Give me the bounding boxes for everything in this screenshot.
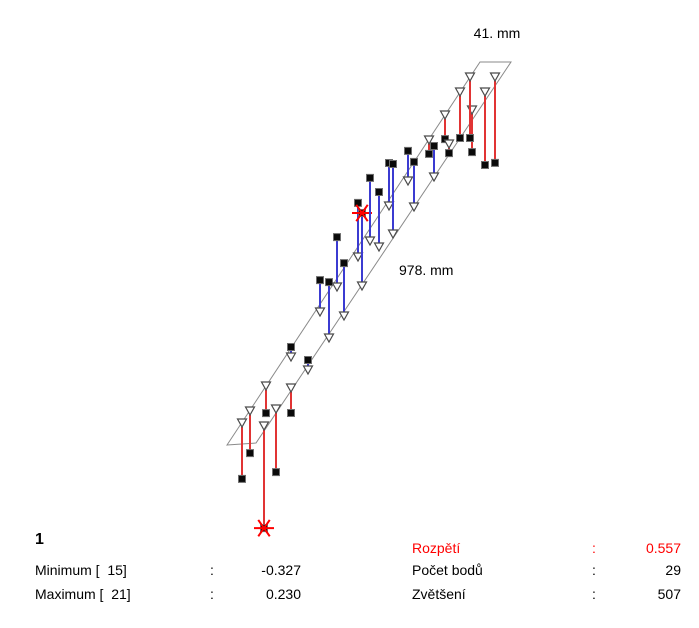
point-square-icon	[430, 142, 438, 150]
foot-triangle-icon	[352, 252, 364, 263]
maximum-value: 0.230	[265, 586, 301, 602]
point-square-icon	[466, 134, 474, 142]
foot-triangle-icon	[285, 383, 297, 394]
foot-triangle-icon	[466, 105, 478, 116]
foot-triangle-icon	[464, 72, 476, 83]
plane-width-label: 41. mm	[474, 25, 521, 41]
point-square-icon	[441, 135, 449, 144]
point-square-icon	[340, 259, 348, 268]
foot-triangle-icon	[302, 365, 314, 376]
foot-triangle-icon	[387, 229, 399, 240]
foot-triangle-icon	[423, 135, 435, 146]
foot-triangle-icon	[443, 139, 455, 150]
point-square-icon	[316, 276, 324, 285]
maximum-label: Maximum [ 21]	[35, 586, 131, 602]
point-square-icon	[287, 409, 295, 417]
point-square-icon	[410, 157, 418, 166]
foot-triangle-icon	[338, 311, 350, 322]
point-square-icon	[389, 160, 397, 168]
foot-triangle-icon	[356, 281, 368, 292]
point-square-icon	[272, 468, 280, 477]
range-value: 0.557	[645, 540, 681, 556]
foot-triangle-icon	[270, 404, 282, 415]
point-count-value: 29	[665, 562, 681, 578]
element-number: 1	[35, 531, 44, 548]
minimum-colon: :	[210, 562, 214, 578]
foot-triangle-icon	[260, 381, 272, 392]
plane-length-label: 978. mm	[399, 262, 453, 278]
magnification-colon: :	[592, 586, 596, 602]
point-count-label: Počet bodů	[412, 562, 483, 578]
point-square-icon	[366, 173, 374, 182]
point-square-icon	[262, 409, 270, 418]
foot-triangle-icon	[454, 87, 466, 98]
foot-triangle-icon	[244, 406, 256, 417]
magnification-label: Zvětšení	[412, 586, 466, 602]
range-label: Rozpětí	[412, 540, 461, 556]
point-square-icon	[456, 134, 464, 142]
point-square-icon	[445, 149, 453, 158]
foot-triangle-icon	[285, 352, 297, 363]
foot-triangle-icon	[408, 202, 420, 213]
foot-triangle-icon	[383, 201, 395, 212]
foot-triangle-icon	[402, 176, 414, 187]
minimum-label: Minimum [ 15]	[35, 562, 127, 578]
magnification-value: 507	[657, 586, 681, 602]
point-square-icon	[425, 149, 433, 158]
point-square-icon	[404, 146, 412, 155]
reference-plane-outline	[226, 61, 512, 446]
foot-triangle-icon	[258, 421, 270, 432]
range-colon: :	[592, 540, 596, 556]
point-square-icon	[304, 356, 312, 364]
point-square-icon	[491, 158, 499, 167]
minimum-value: -0.327	[261, 562, 301, 578]
foot-triangle-icon	[373, 242, 385, 253]
point-square-icon	[325, 278, 333, 287]
point-square-icon	[238, 474, 246, 483]
foot-triangle-icon	[428, 172, 440, 183]
point-count-colon: :	[592, 562, 596, 578]
maximum-colon: :	[210, 586, 214, 602]
point-square-icon	[287, 343, 295, 351]
foot-triangle-icon	[314, 307, 326, 318]
point-square-icon	[468, 148, 476, 157]
point-square-icon	[375, 188, 383, 196]
foot-triangle-icon	[439, 110, 451, 121]
foot-triangle-icon	[323, 333, 335, 344]
foot-triangle-icon	[236, 418, 248, 429]
foot-triangle-icon	[331, 282, 343, 293]
foot-triangle-icon	[364, 236, 376, 247]
min-asterisk-icon	[257, 519, 271, 537]
foot-triangle-icon	[479, 87, 491, 98]
point-square-icon	[333, 233, 341, 242]
point-square-icon	[481, 161, 489, 169]
point-square-icon	[246, 449, 254, 458]
foot-triangle-icon	[489, 72, 501, 83]
max-asterisk-icon	[355, 204, 369, 222]
